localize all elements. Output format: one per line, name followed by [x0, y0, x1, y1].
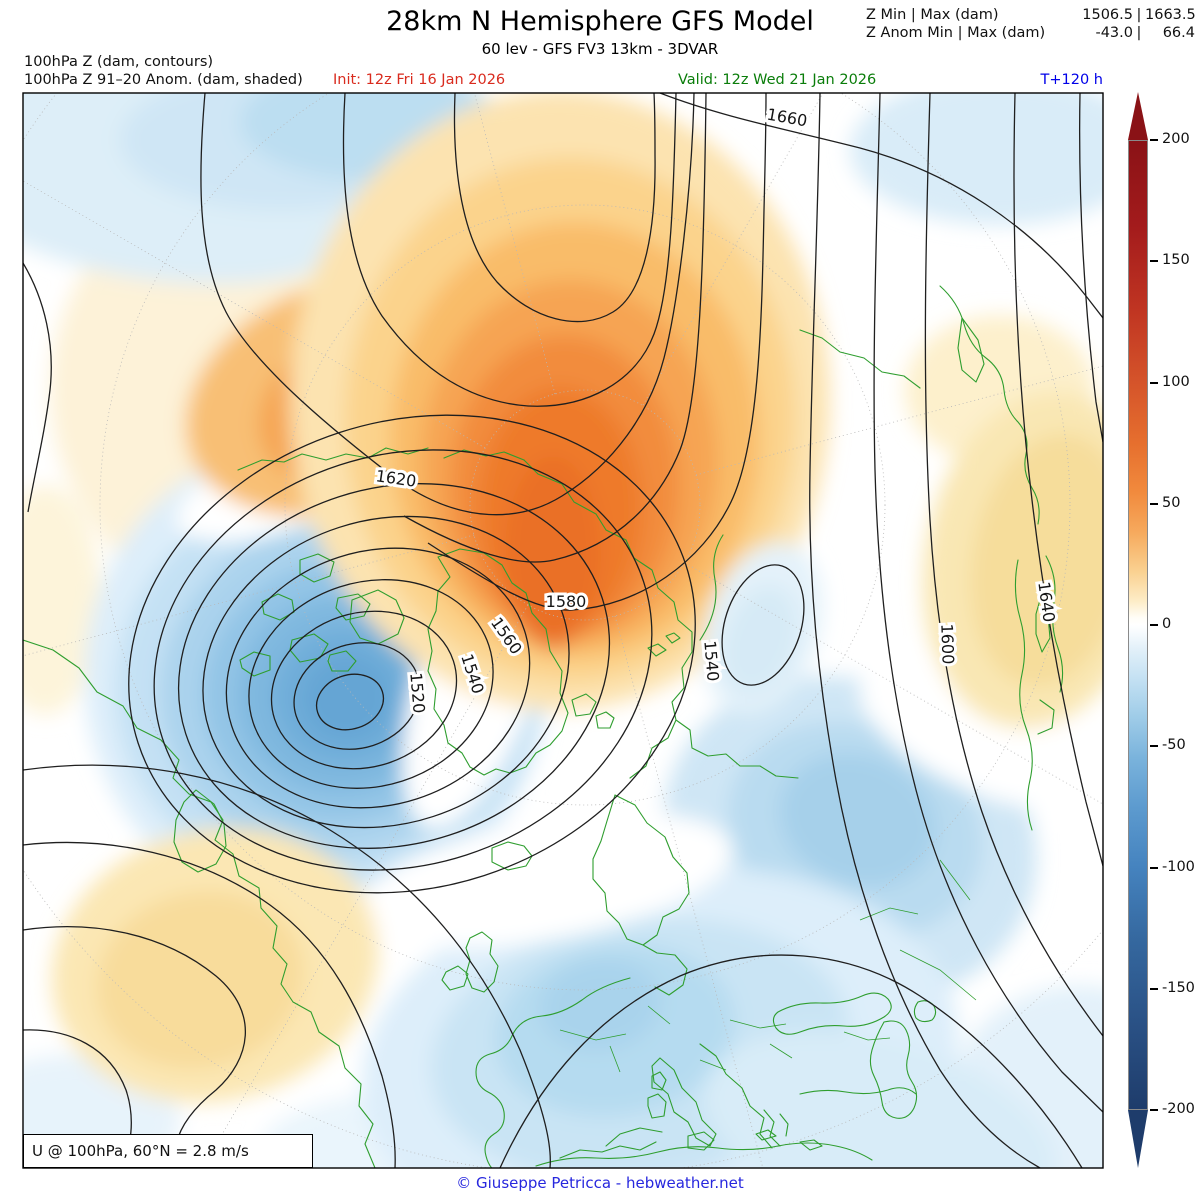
colorbar-tick-mark [1150, 1109, 1158, 1111]
coastlines [23, 285, 1064, 1168]
contour-label-1520: 1520 [406, 672, 428, 714]
contours-layer-label: 100hPa Z (dam, contours) [24, 54, 214, 70]
colorbar [1128, 140, 1148, 1110]
height-contours [23, 93, 1103, 1168]
colorbar-tick-label: 200 [1162, 131, 1190, 147]
z-min-value: 1506.5 [1082, 7, 1133, 23]
colorbar-tick-label: -100 [1162, 858, 1195, 875]
colorbar-tick-mark [1150, 866, 1158, 869]
wind-speed-box: U @ 100hPa, 60°N = 2.8 m/s [23, 1134, 313, 1168]
contour-label-1540: 1540 [700, 640, 722, 682]
colorbar-tick-mark [1150, 745, 1158, 748]
colorbar-tick-label: -200 [1162, 1101, 1195, 1117]
colorbar-tick-mark [1150, 502, 1158, 505]
z-minmax-row: Z Min | Max (dam) 1506.5 | 1663.5 [866, 7, 1196, 25]
colorbar-tick-mark [1150, 260, 1158, 263]
colorbar-tick-label: 100 [1162, 373, 1190, 390]
anom-min-value: -43.0 [1095, 25, 1133, 41]
map-frame [22, 92, 1104, 1169]
anom-separator: | [1136, 25, 1142, 41]
colorbar-tick-label: -50 [1162, 737, 1186, 754]
colorbar-tick-label: 0 [1162, 616, 1172, 632]
page-title: 28km N Hemisphere GFS Model [386, 6, 814, 37]
valid-time-label: Valid: 12z Wed 21 Jan 2026 [678, 72, 877, 88]
colorbar-tick-mark [1150, 139, 1158, 141]
anom-minmax-row: Z Anom Min | Max (dam) -43.0 | 66.4 [866, 25, 1196, 43]
colorbar-tick-label: 50 [1162, 494, 1181, 511]
colorbar-tick-label: -150 [1162, 979, 1195, 996]
forecast-hour-label: T+120 h [1040, 72, 1103, 88]
shading-layer-label: 100hPa Z 91–20 Anom. (dam, shaded) [24, 72, 303, 88]
anom-max-value: 66.4 [1162, 25, 1195, 41]
credit-link[interactable]: © Giuseppe Petricca - hebweather.net [456, 1174, 744, 1192]
anom-minmax-label: Z Anom Min | Max (dam) [866, 25, 1046, 41]
colorbar-tick-label: 150 [1162, 252, 1190, 269]
init-time-label: Init: 12z Fri 16 Jan 2026 [333, 72, 506, 88]
z-minmax-label: Z Min | Max (dam) [866, 7, 999, 23]
colorbar-top-arrow [1128, 92, 1148, 140]
colorbar-tick-mark [1150, 624, 1158, 626]
page-subtitle: 60 lev - GFS FV3 13km - 3DVAR [481, 40, 719, 58]
contour-label-1600: 1600 [937, 623, 957, 664]
colorbar-bottom-arrow [1128, 1110, 1148, 1168]
z-separator: | [1136, 7, 1142, 23]
contour-label-1580: 1580 [546, 592, 587, 611]
z-max-value: 1663.5 [1145, 7, 1196, 23]
colorbar-tick-mark [1150, 381, 1158, 384]
colorbar-tick-mark [1150, 987, 1158, 990]
